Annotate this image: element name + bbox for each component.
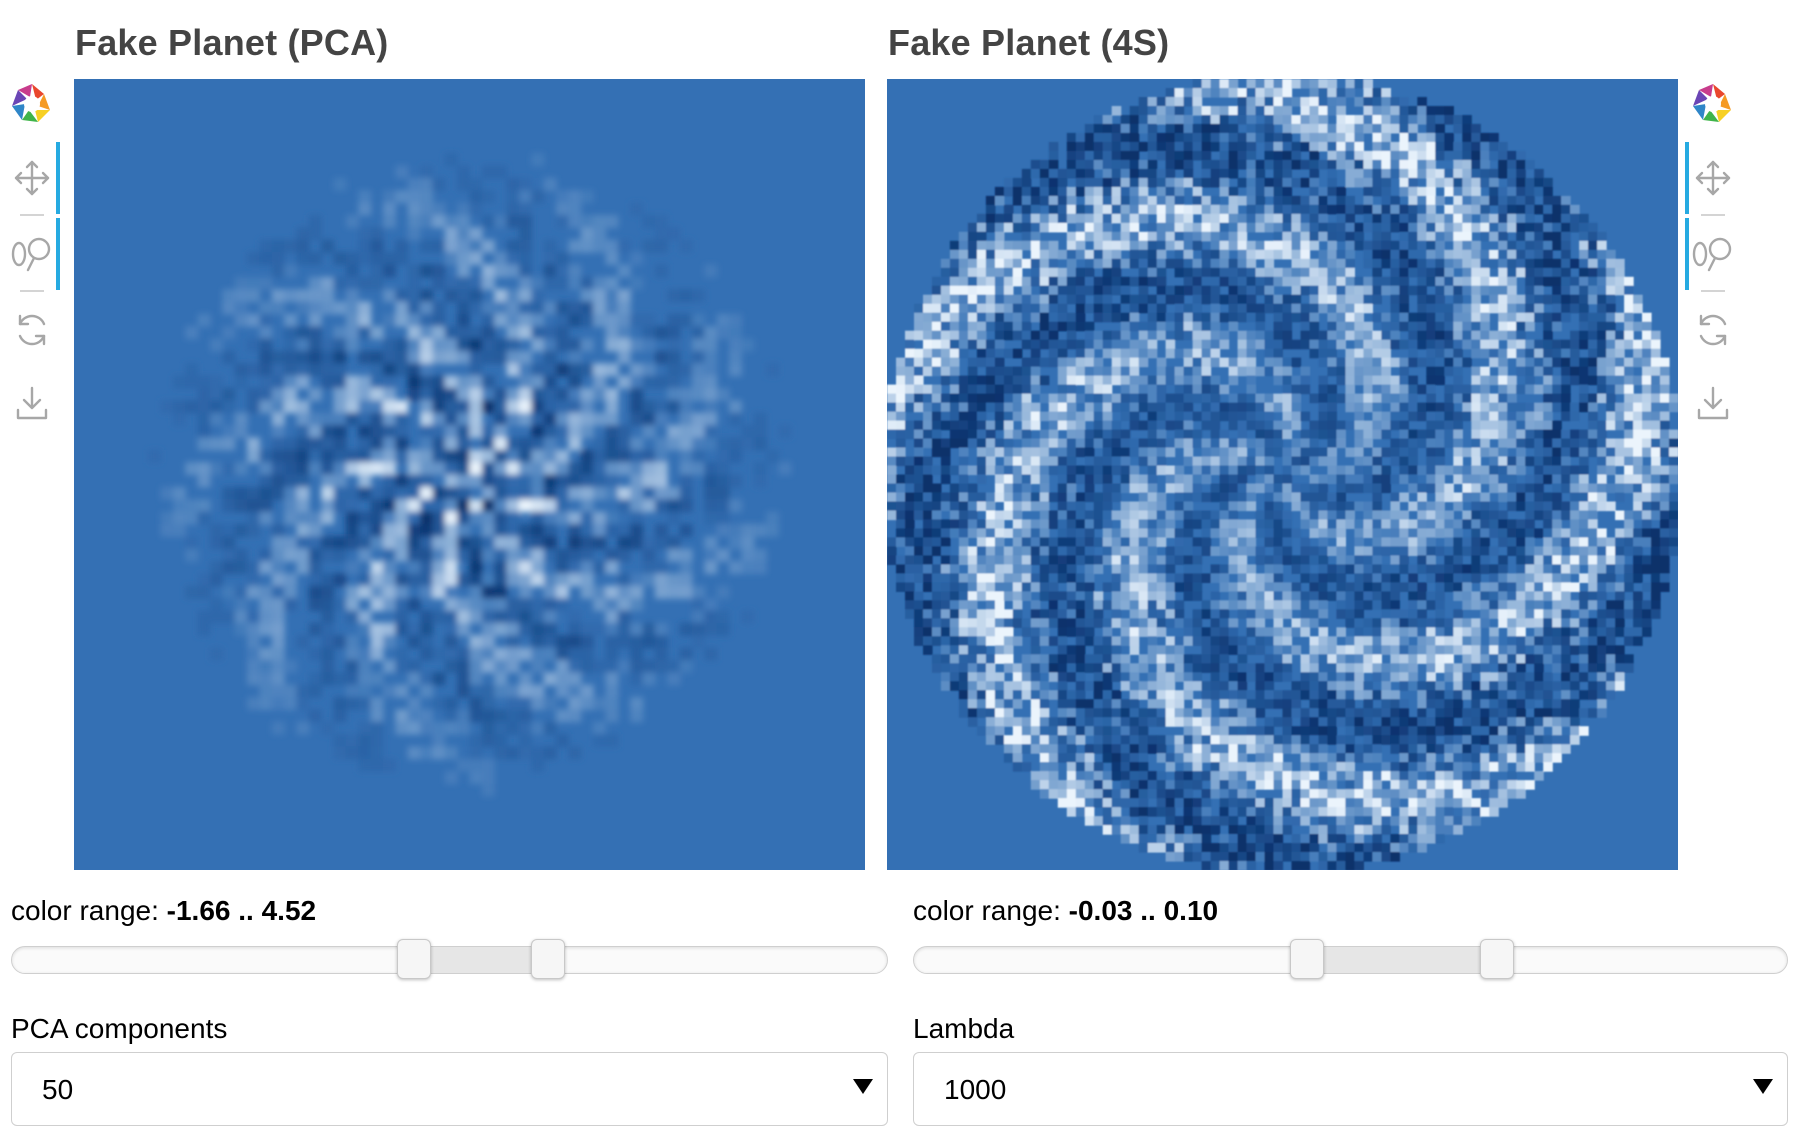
right-image-canvas[interactable]: [887, 79, 1678, 870]
wheel-zoom-icon[interactable]: [4, 224, 60, 284]
right-color-range-value: -0.03 .. 0.10: [1068, 895, 1219, 926]
left-slider-low-handle[interactable]: [397, 939, 431, 979]
pan-icon[interactable]: [1685, 148, 1741, 208]
right-slider-fill: [1307, 947, 1497, 973]
chevron-down-icon: [853, 1079, 873, 1094]
right-color-range-slider[interactable]: [913, 939, 1788, 979]
left-select-label: PCA components: [11, 1013, 228, 1044]
lambda-value: 1000: [944, 1074, 1007, 1105]
reset-icon[interactable]: [4, 300, 60, 360]
save-icon[interactable]: [1685, 374, 1741, 434]
lambda-select[interactable]: 1000: [913, 1052, 1788, 1126]
left-plot-toolbar: [4, 74, 60, 434]
reset-icon[interactable]: [1685, 300, 1741, 360]
chevron-down-icon: [1753, 1079, 1773, 1094]
left-image-plot[interactable]: [74, 79, 865, 870]
right-color-range-label: color range: -0.03 .. 0.10: [913, 895, 1218, 927]
left-color-range-value: -1.66 .. 4.52: [166, 895, 317, 926]
left-color-range-caption: color range:: [11, 895, 159, 926]
left-slider-high-handle[interactable]: [531, 939, 565, 979]
left-plot-title: Fake Planet (PCA): [75, 22, 389, 63]
left-slider-fill: [414, 947, 548, 973]
pan-icon[interactable]: [4, 148, 60, 208]
right-select-label: Lambda: [913, 1013, 1015, 1044]
right-image-plot[interactable]: [887, 79, 1678, 870]
save-icon[interactable]: [4, 374, 60, 434]
right-color-range-caption: color range:: [913, 895, 1061, 926]
bokeh-logo-icon[interactable]: [4, 74, 60, 134]
left-color-range-label: color range: -1.66 .. 4.52: [11, 895, 316, 927]
wheel-zoom-icon[interactable]: [1685, 224, 1741, 284]
right-slider-high-handle[interactable]: [1480, 939, 1514, 979]
right-plot-toolbar: [1685, 74, 1741, 434]
left-color-range-slider[interactable]: [11, 939, 888, 979]
pca-components-select[interactable]: 50: [11, 1052, 888, 1126]
bokeh-logo-icon[interactable]: [1685, 74, 1741, 134]
left-image-canvas[interactable]: [74, 79, 865, 870]
pca-components-value: 50: [42, 1074, 74, 1105]
right-plot-title: Fake Planet (4S): [888, 22, 1170, 63]
right-slider-low-handle[interactable]: [1290, 939, 1324, 979]
